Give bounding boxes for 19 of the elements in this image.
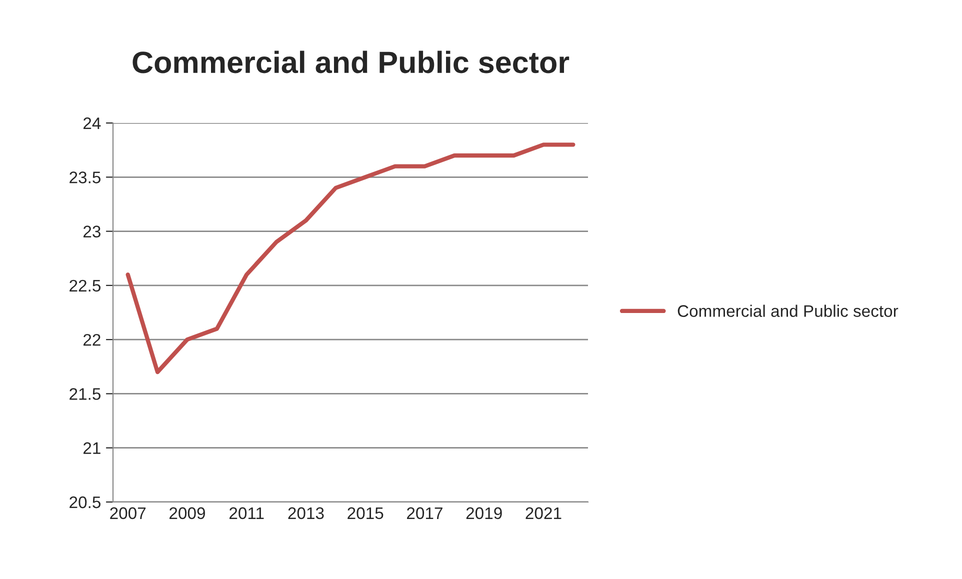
y-tick-label: 20.5 — [70, 496, 100, 508]
y-tick-label: 21 — [83, 442, 100, 454]
x-tick-label: 2011 — [230, 507, 264, 520]
x-tick-label: 2007 — [110, 507, 146, 520]
x-tick-label: 2009 — [170, 507, 205, 520]
x-tick-label: 2013 — [288, 507, 324, 520]
y-tick-label: 23.5 — [70, 172, 100, 184]
y-tick-label: 23 — [83, 226, 100, 238]
y-tick-label: 22 — [83, 334, 100, 346]
line-series — [126, 142, 576, 374]
x-tick-label: 2017 — [407, 507, 442, 520]
y-tick-label: 22.5 — [70, 280, 100, 292]
legend-label: Commercial and Public sector — [678, 304, 898, 317]
y-tick-label: 24 — [83, 117, 101, 130]
y-tick-label: 21.5 — [70, 388, 100, 400]
chart-title: Commercial and Public sector — [132, 50, 570, 74]
x-tick-label: 2019 — [466, 507, 502, 520]
x-tick-label: 2021 — [526, 507, 562, 520]
x-tick-label: 2015 — [348, 507, 384, 520]
